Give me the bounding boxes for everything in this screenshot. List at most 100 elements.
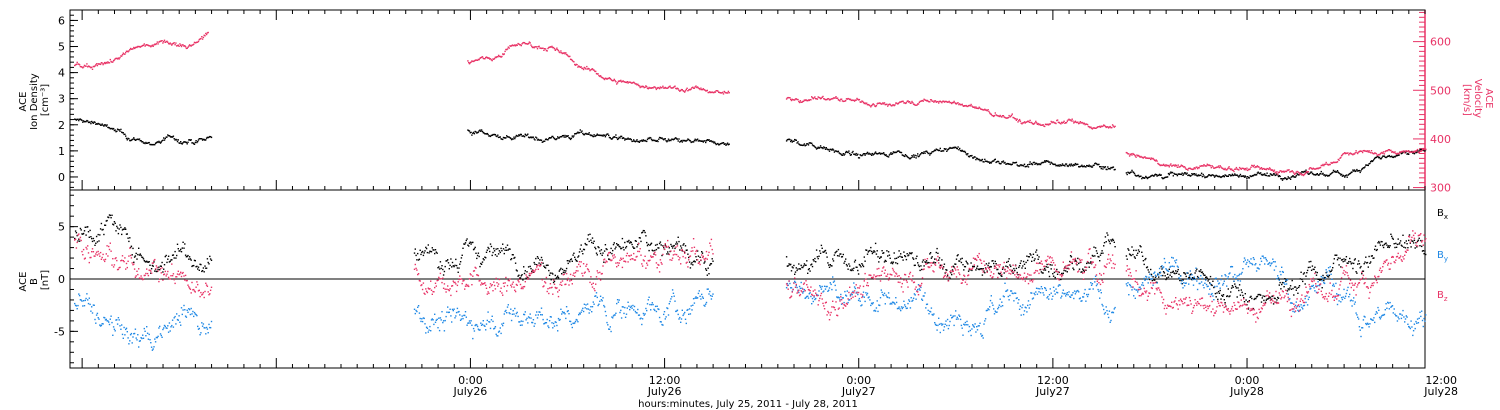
data-point	[938, 102, 940, 104]
data-point	[1023, 163, 1026, 165]
data-point	[514, 256, 516, 259]
data-point	[795, 98, 797, 100]
data-point	[578, 314, 580, 316]
data-point	[1388, 154, 1390, 157]
data-point	[443, 270, 446, 273]
data-point	[610, 138, 612, 140]
data-point	[1196, 166, 1198, 168]
data-point	[202, 267, 205, 269]
data-point	[866, 292, 869, 295]
data-point	[475, 323, 477, 326]
data-point	[970, 103, 972, 106]
data-point	[1303, 170, 1306, 173]
data-point	[1051, 121, 1053, 124]
data-point	[587, 67, 590, 70]
data-point	[671, 247, 674, 249]
data-point	[102, 124, 104, 126]
data-point	[682, 244, 684, 246]
data-point	[1394, 156, 1396, 158]
data-point	[446, 311, 448, 313]
data-point	[951, 269, 954, 271]
data-point	[984, 267, 987, 269]
data-point	[965, 260, 967, 262]
data-point	[1045, 160, 1047, 162]
data-point	[1099, 254, 1102, 256]
data-point	[1023, 263, 1026, 265]
data-point	[624, 247, 627, 249]
data-point	[1421, 148, 1423, 151]
data-point	[544, 138, 547, 141]
data-point	[795, 139, 797, 141]
data-point	[971, 105, 973, 107]
data-point	[850, 99, 852, 102]
data-point	[1039, 262, 1041, 264]
data-point	[1219, 165, 1221, 167]
data-point	[583, 66, 586, 69]
data-point	[836, 250, 838, 252]
data-point	[1281, 283, 1283, 286]
data-point	[1308, 173, 1310, 175]
data-point	[101, 123, 103, 125]
data-point	[1324, 175, 1327, 177]
data-point	[1424, 148, 1426, 150]
data-point	[434, 313, 436, 315]
data-point	[422, 317, 425, 319]
data-point	[167, 41, 169, 43]
data-point	[943, 326, 946, 328]
data-point	[125, 233, 128, 235]
data-point	[1235, 166, 1238, 169]
data-point	[911, 300, 913, 302]
data-point	[1297, 292, 1299, 294]
data-point	[478, 255, 480, 258]
data-point	[491, 134, 493, 136]
data-point	[1260, 294, 1262, 296]
data-point	[567, 310, 569, 312]
data-point	[1049, 163, 1051, 165]
data-point	[933, 150, 935, 152]
data-point	[569, 320, 571, 322]
data-point	[527, 322, 529, 324]
data-point	[533, 261, 535, 264]
data-point	[959, 103, 961, 105]
data-point	[1169, 274, 1171, 276]
data-point	[786, 282, 789, 285]
data-point	[529, 265, 531, 268]
data-point	[944, 100, 946, 103]
data-point	[1272, 169, 1274, 172]
data-point	[1334, 170, 1336, 172]
data-point	[118, 319, 120, 321]
data-point	[1331, 269, 1333, 271]
data-point	[1380, 240, 1382, 243]
data-point	[1420, 150, 1422, 153]
data-point	[1348, 154, 1350, 156]
data-point	[78, 118, 81, 120]
data-point	[485, 133, 488, 135]
data-point	[143, 327, 145, 330]
data-point	[693, 139, 696, 142]
data-point	[886, 296, 888, 298]
data-point	[1043, 125, 1045, 127]
data-point	[988, 262, 990, 264]
data-point	[1413, 239, 1416, 241]
data-point	[828, 150, 831, 152]
data-point	[898, 102, 900, 104]
data-point	[951, 101, 954, 104]
data-point	[709, 294, 712, 297]
data-point	[794, 281, 797, 284]
data-point	[1299, 172, 1301, 175]
data-point	[472, 337, 474, 340]
data-point	[984, 108, 986, 110]
data-point	[603, 134, 606, 137]
data-point	[564, 53, 566, 55]
data-point	[645, 235, 647, 237]
data-point	[659, 241, 662, 243]
data-point	[1167, 276, 1170, 278]
data-point	[597, 246, 599, 248]
data-point	[553, 280, 556, 282]
data-point	[1378, 153, 1380, 156]
data-point	[1293, 176, 1295, 178]
data-point	[679, 90, 681, 92]
data-point	[653, 308, 655, 311]
data-point	[1294, 286, 1297, 288]
data-point	[1198, 174, 1200, 177]
